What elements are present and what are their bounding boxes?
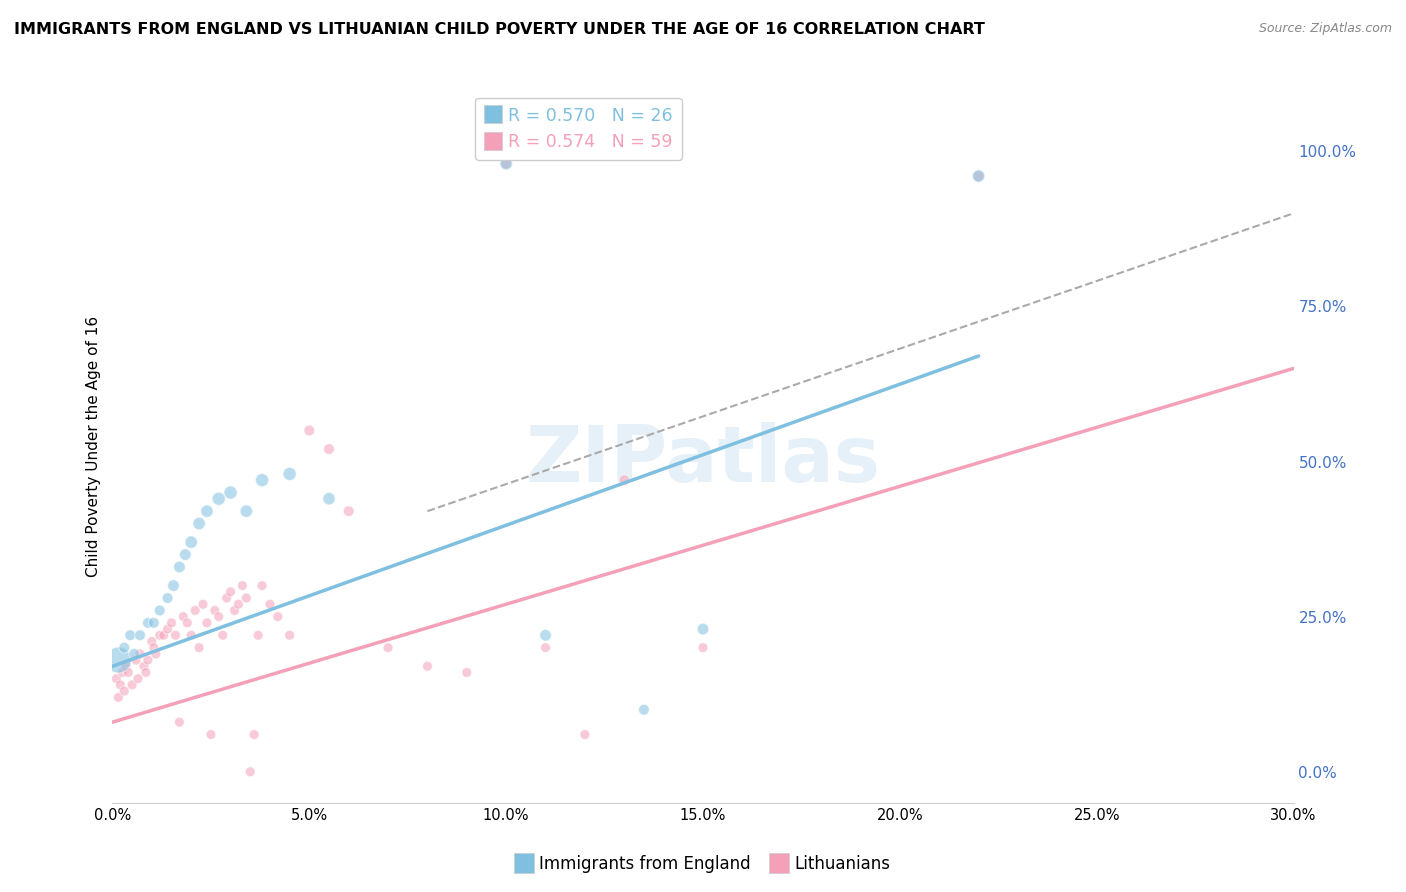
- Point: [141, 634, 163, 648]
- Point: [377, 640, 399, 655]
- Point: [180, 535, 202, 549]
- Point: [132, 659, 155, 673]
- Point: [224, 603, 246, 617]
- Point: [110, 678, 132, 692]
- Point: [250, 473, 273, 487]
- Point: [120, 628, 142, 642]
- Point: [574, 727, 596, 741]
- Point: [495, 156, 517, 170]
- Point: [191, 597, 214, 611]
- Point: [692, 640, 714, 655]
- Point: [318, 491, 340, 506]
- Point: [169, 715, 191, 730]
- Point: [172, 609, 194, 624]
- Point: [231, 579, 253, 593]
- Point: [184, 603, 207, 617]
- Point: [318, 442, 340, 456]
- Point: [129, 628, 152, 642]
- Point: [278, 628, 301, 642]
- Point: [208, 491, 231, 506]
- Point: [534, 628, 557, 642]
- Point: [211, 628, 233, 642]
- Point: [239, 764, 262, 779]
- Point: [219, 485, 242, 500]
- Legend: Immigrants from England, Lithuanians: Immigrants from England, Lithuanians: [509, 848, 897, 880]
- Text: IMMIGRANTS FROM ENGLAND VS LITHUANIAN CHILD POVERTY UNDER THE AGE OF 16 CORRELAT: IMMIGRANTS FROM ENGLAND VS LITHUANIAN CH…: [14, 22, 986, 37]
- Point: [165, 628, 187, 642]
- Point: [122, 647, 145, 661]
- Point: [235, 591, 257, 605]
- Point: [156, 622, 179, 636]
- Point: [176, 615, 198, 630]
- Point: [136, 615, 159, 630]
- Point: [111, 665, 134, 680]
- Point: [135, 665, 157, 680]
- Point: [162, 579, 184, 593]
- Point: [298, 424, 321, 438]
- Point: [107, 653, 129, 667]
- Point: [169, 560, 191, 574]
- Point: [200, 727, 222, 741]
- Point: [174, 548, 197, 562]
- Point: [247, 628, 270, 642]
- Point: [149, 603, 172, 617]
- Point: [156, 591, 179, 605]
- Point: [188, 516, 211, 531]
- Point: [129, 647, 152, 661]
- Point: [967, 169, 990, 183]
- Point: [613, 473, 636, 487]
- Point: [136, 653, 159, 667]
- Point: [208, 609, 231, 624]
- Point: [188, 640, 211, 655]
- Point: [416, 659, 439, 673]
- Point: [633, 703, 655, 717]
- Y-axis label: Child Poverty Under the Age of 16: Child Poverty Under the Age of 16: [86, 316, 101, 576]
- Point: [195, 615, 218, 630]
- Point: [180, 628, 202, 642]
- Text: ZIPatlas: ZIPatlas: [526, 422, 880, 499]
- Point: [267, 609, 290, 624]
- Point: [107, 690, 129, 705]
- Point: [105, 672, 128, 686]
- Point: [456, 665, 478, 680]
- Point: [112, 684, 135, 698]
- Point: [250, 579, 273, 593]
- Point: [142, 615, 165, 630]
- Point: [125, 653, 148, 667]
- Point: [692, 622, 714, 636]
- Point: [967, 169, 990, 183]
- Point: [195, 504, 218, 518]
- Text: Source: ZipAtlas.com: Source: ZipAtlas.com: [1258, 22, 1392, 36]
- Point: [145, 647, 167, 661]
- Point: [495, 156, 517, 170]
- Point: [115, 659, 138, 673]
- Point: [152, 628, 174, 642]
- Point: [117, 665, 139, 680]
- Point: [112, 640, 135, 655]
- Point: [121, 678, 143, 692]
- Point: [534, 640, 557, 655]
- Point: [243, 727, 266, 741]
- Point: [215, 591, 238, 605]
- Point: [228, 597, 250, 611]
- Point: [127, 672, 149, 686]
- Legend: R = 0.570   N = 26, R = 0.574   N = 59: R = 0.570 N = 26, R = 0.574 N = 59: [475, 98, 682, 160]
- Point: [337, 504, 360, 518]
- Point: [142, 640, 165, 655]
- Point: [149, 628, 172, 642]
- Point: [235, 504, 257, 518]
- Point: [278, 467, 301, 481]
- Point: [219, 584, 242, 599]
- Point: [160, 615, 183, 630]
- Point: [259, 597, 281, 611]
- Point: [204, 603, 226, 617]
